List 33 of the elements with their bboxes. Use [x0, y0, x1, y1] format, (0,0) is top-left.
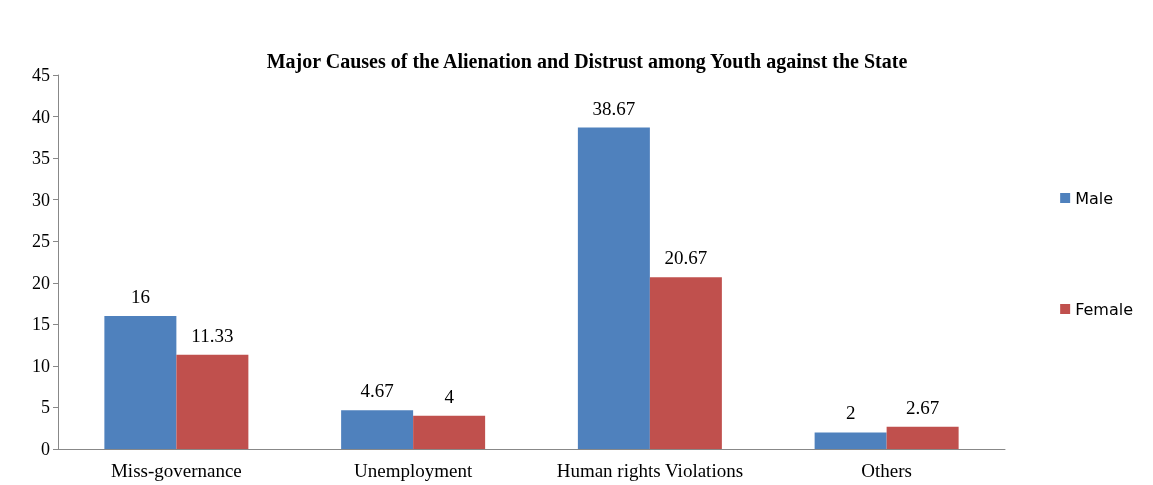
y-tick-label: 0: [41, 439, 50, 459]
y-tick-label: 30: [32, 189, 50, 210]
x-tick-label: Human rights Violations: [556, 460, 744, 481]
data-label: 4: [444, 385, 455, 407]
legend-label: Female: [1075, 299, 1134, 319]
bar: [886, 426, 959, 449]
y-tick-label: 25: [32, 231, 50, 252]
y-tick-label: 5: [41, 397, 50, 418]
bar: [176, 354, 249, 449]
bar: [413, 415, 486, 449]
legend-label: Male: [1075, 188, 1114, 208]
y-tick-label: 10: [32, 355, 50, 376]
x-tick-label: Miss-governance: [110, 460, 242, 481]
data-label: 4.67: [360, 380, 394, 402]
y-tick-label: 45: [32, 65, 50, 85]
y-tick-label: 20: [32, 272, 50, 293]
y-tick-label: 15: [32, 314, 50, 335]
chart-title: Major Causes of the Alienation and Distrust among Youth against the State: [266, 50, 908, 73]
y-tick-label: 35: [32, 148, 50, 169]
data-label: 20.67: [664, 247, 708, 269]
x-tick-label: Others: [861, 460, 912, 481]
bar: [341, 410, 414, 449]
data-label: 16: [130, 286, 150, 308]
data-label: 2.67: [906, 396, 940, 418]
x-tick-label: Unemployment: [354, 460, 473, 481]
y-tick-label: 40: [32, 106, 50, 127]
bar: [814, 432, 887, 449]
data-label: 11.33: [191, 324, 234, 346]
bar: [104, 316, 177, 449]
data-label: 38.67: [592, 97, 636, 119]
bar: [649, 277, 722, 449]
bar: [577, 127, 650, 449]
data-label: 2: [845, 402, 856, 424]
